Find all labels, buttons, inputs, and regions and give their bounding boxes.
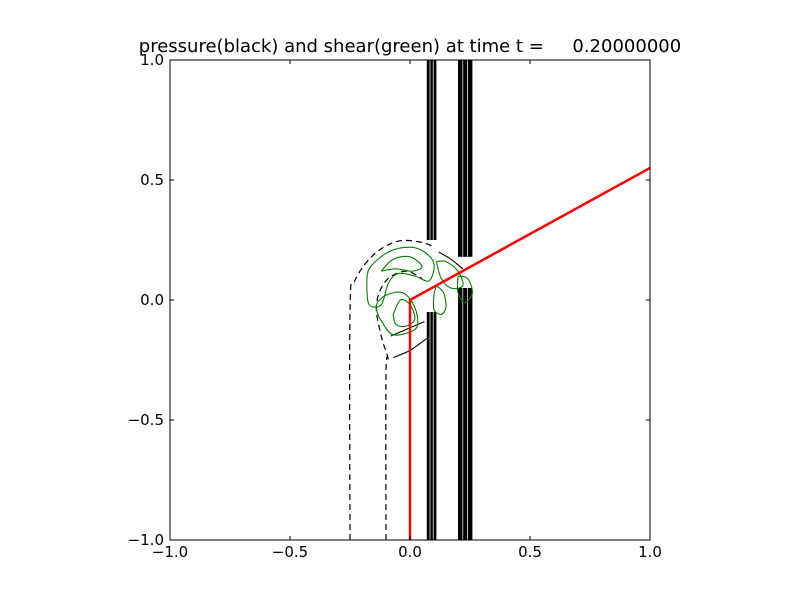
x-tick-label-3: 0.5: [518, 543, 542, 561]
chart-title: pressure(black) and shear(green) at time…: [139, 36, 681, 57]
shear-contour-0: [366, 246, 435, 308]
x-tick-label-2: 0.0: [398, 543, 422, 561]
shear-contour-2: [375, 291, 419, 336]
x-tick-label-4: 1.0: [638, 543, 662, 561]
pressure-band-upper-0: [426, 60, 437, 240]
shear-contour-6: [456, 275, 473, 303]
plot-content: [349, 60, 650, 540]
pressure-band-lower-1: [458, 288, 473, 540]
y-tick-label-1: −0.5: [128, 411, 164, 429]
pressure-solid-contour-2: [438, 251, 464, 270]
y-tick-label-3: 0.5: [140, 171, 164, 189]
shear-contour-3: [392, 299, 416, 328]
pressure-dashed-contour-1: [375, 270, 423, 540]
y-tick-label-4: 1.0: [140, 51, 164, 69]
shear-contour-4: [435, 260, 464, 290]
shear-contour-1: [380, 255, 423, 272]
x-tick-label-1: −0.5: [272, 543, 308, 561]
interface-line: [408, 166, 650, 540]
x-tick-label-0: −1.0: [152, 543, 188, 561]
pressure-dashed-contour-0: [349, 239, 435, 540]
shear-contour-5: [432, 285, 447, 315]
y-tick-label-2: 0.0: [140, 291, 164, 309]
pressure-band-lower-0: [426, 312, 437, 540]
y-tick-label-0: −1.0: [128, 531, 164, 549]
axes: −1.0 −0.5 0.0 0.5 1.0 −1.0 −0.5 0.0 0.5 1.0: [128, 51, 662, 561]
pressure-band-upper-1: [458, 60, 473, 257]
